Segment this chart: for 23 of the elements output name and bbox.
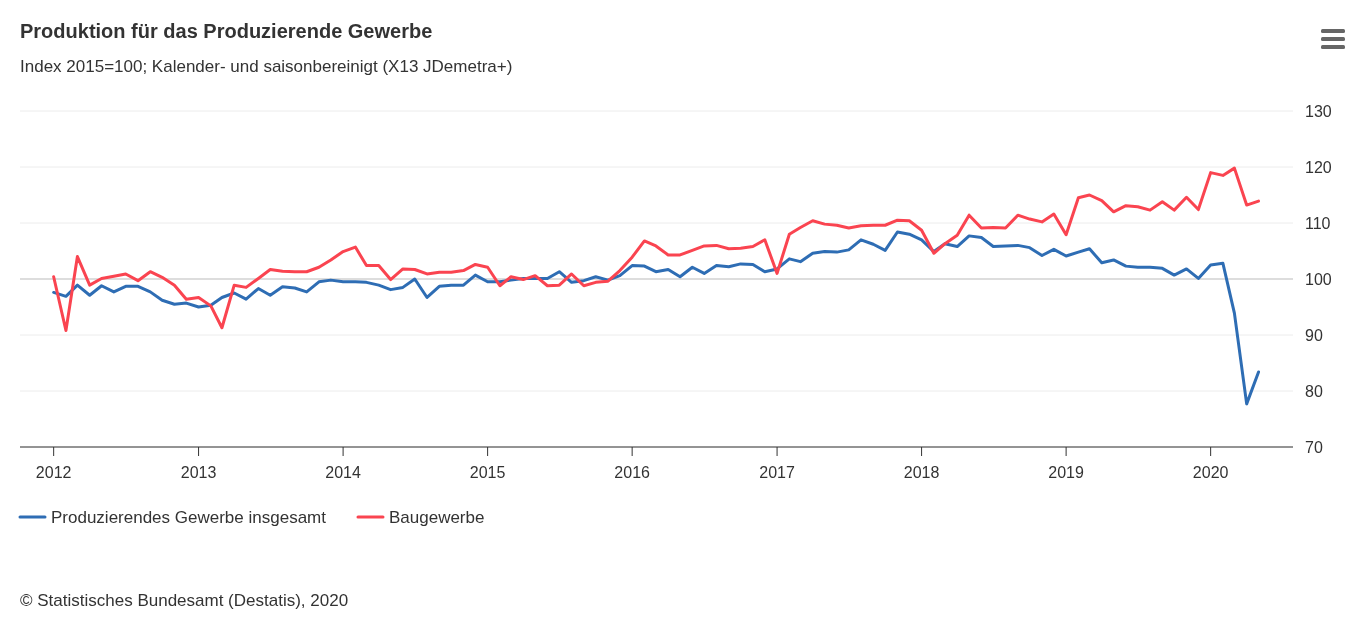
legend-label: Produzierendes Gewerbe insgesamt (51, 508, 327, 527)
text: © Statistisches Bundesamt (Destatis), 2020 (20, 591, 349, 610)
line-series (52, 166, 1261, 333)
x-tick-label: 2015 (469, 464, 506, 481)
x-tick-label: 2017 (759, 464, 795, 481)
legend-label: Baugewerbe (388, 508, 485, 527)
x-tick-label: 2019 (1048, 464, 1085, 481)
y-tick-label: 80 (1305, 382, 1323, 400)
x-tick-label: 2018 (903, 464, 940, 481)
y-tick-label: 70 (1305, 438, 1323, 456)
x-tick-label: 2014 (325, 464, 361, 481)
y-tick-label: 100 (1305, 270, 1332, 288)
x-tick-label: 2016 (614, 464, 651, 481)
x-tick-label: 2013 (180, 464, 217, 481)
y-tick-label: 120 (1305, 158, 1332, 176)
y-tick-label: 110 (1305, 214, 1331, 232)
x-tick-label: 2012 (35, 464, 72, 481)
x-tick-label: 2020 (1192, 464, 1229, 481)
y-tick-label: 90 (1305, 326, 1323, 344)
chart-subtitle: Index 2015=100; Kalender- und saisonbereinigt (X13 JDemetra+) (20, 57, 513, 76)
chart-title: Produktion für das Produzierende Gewerbe (20, 20, 433, 42)
y-tick-label: 130 (1305, 102, 1332, 120)
line-series (52, 230, 1261, 406)
